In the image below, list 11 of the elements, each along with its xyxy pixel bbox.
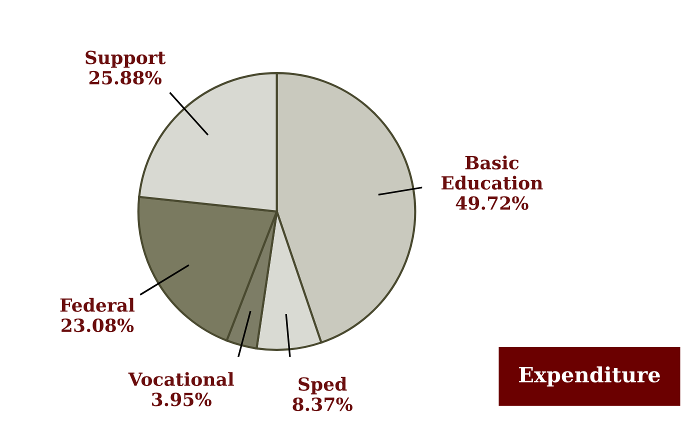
slice-label: Support <box>86 50 166 68</box>
slice-label: Vocational <box>128 372 234 386</box>
text: Expenditure <box>519 366 660 387</box>
slice-label: Federal <box>60 298 135 312</box>
data-label: 8.37% <box>292 397 352 412</box>
slice-label: Basic Education <box>442 155 543 190</box>
data-label: 49.72% <box>456 196 528 210</box>
data-label: 23.08% <box>62 318 134 332</box>
data-label: 25.88% <box>89 70 162 85</box>
slice-label: Sped <box>298 376 347 394</box>
data-label: 3.95% <box>152 392 212 406</box>
